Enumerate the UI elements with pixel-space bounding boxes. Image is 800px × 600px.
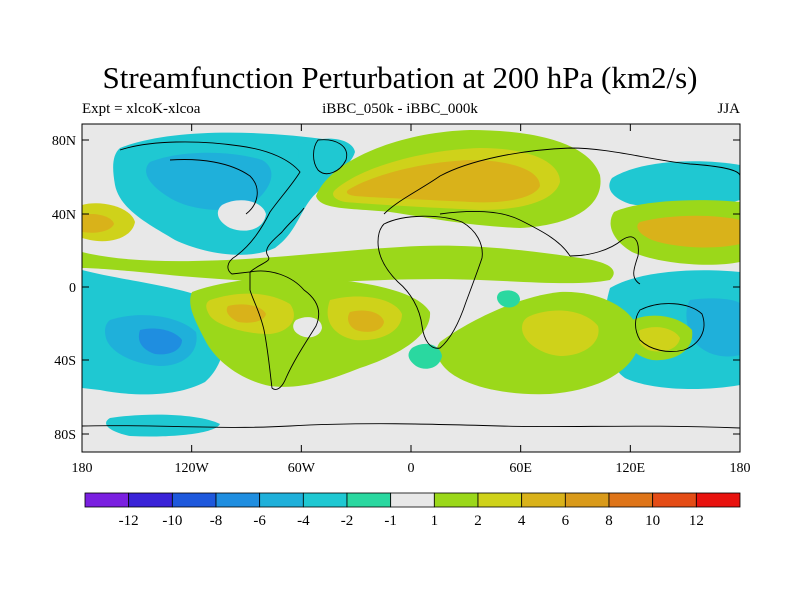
colorbar: -12 -10 -8 -6 -4 -2 -1 1 2 4 6 8 10 12 (84, 492, 741, 529)
coast-antarctica (82, 423, 740, 429)
colorbar-label: -10 (162, 513, 182, 529)
contour-na-hole (217, 200, 266, 231)
colorbar-swatch (564, 492, 610, 508)
contour-atl-core (348, 310, 384, 332)
contour-india-negative (497, 290, 520, 308)
colorbar-label: -1 (384, 513, 397, 529)
contour-tropical-band (82, 245, 614, 284)
contour-southern-negative (106, 414, 220, 437)
lat-tick-label: 80N (52, 134, 76, 149)
coast-north-america (119, 141, 305, 275)
colorbar-swatch (608, 492, 654, 508)
contour-sam-core (226, 304, 266, 323)
colorbar-label: -8 (210, 513, 223, 529)
lon-tick-label: 0 (408, 461, 415, 476)
colorbar-swatch (477, 492, 523, 508)
colorbar-label: -6 (253, 513, 266, 529)
lon-tick-label: 120W (175, 461, 210, 476)
lon-tick-label: 60E (509, 461, 532, 476)
lon-tick-label: 120E (616, 461, 646, 476)
lat-tick-label: 0 (69, 281, 76, 296)
colorbar-swatch (390, 492, 435, 508)
colorbar-swatch (84, 492, 130, 508)
colorbar-label: 8 (605, 513, 613, 529)
colorbar-label: -4 (297, 513, 310, 529)
lat-tick-label: 80S (54, 428, 76, 443)
colorbar-swatch (259, 492, 304, 508)
contour-east-negative (609, 161, 740, 209)
colorbar-label: 12 (689, 513, 704, 529)
colorbar-label: -12 (119, 513, 139, 529)
colorbar-label: 2 (474, 513, 482, 529)
lon-tick-label: 60W (288, 461, 316, 476)
contour-spac-core (138, 328, 182, 355)
chart-title: Streamfunction Perturbation at 200 hPa (… (102, 60, 698, 95)
coastlines (82, 139, 740, 429)
colorbar-swatch (346, 492, 392, 508)
contour-east-south-core (686, 298, 740, 357)
colorbar-swatch (695, 492, 741, 508)
lon-tick-label: 180 (730, 461, 751, 476)
coast-africa (377, 215, 483, 349)
colorbar-swatch (521, 492, 566, 508)
colorbar-swatch (128, 492, 173, 508)
coast-eurasia (383, 147, 740, 285)
contour-na-negative-inner (146, 152, 272, 210)
coast-australia (635, 303, 705, 352)
colorbar-swatch (215, 492, 261, 508)
colorbar-label: 10 (645, 513, 660, 529)
colorbar-swatch (433, 492, 479, 508)
coast-south-america (249, 270, 320, 390)
lon-tick-label: 180 (72, 461, 93, 476)
lat-tick-label: 40N (52, 208, 76, 223)
contour-indian-mid (522, 310, 599, 356)
colorbar-label: 1 (431, 513, 439, 529)
contour-fields (82, 130, 740, 437)
colorbar-label: -2 (341, 513, 354, 529)
contour-eurasia-core (346, 160, 540, 203)
contour-east-positive-core (637, 215, 740, 248)
lat-tick-label: 40S (54, 354, 76, 369)
colorbar-label: 4 (518, 513, 526, 529)
contour-greenland (298, 138, 355, 174)
coast-greenland (313, 139, 348, 174)
colorbar-label: 6 (562, 513, 570, 529)
contour-west-core (82, 214, 114, 233)
axis-ticks: 80N 40N 0 40S 80S 180 120W 60W 0 60E 120E 180 (52, 124, 751, 476)
colorbar-swatch (302, 492, 348, 508)
season-label: JJA (717, 101, 740, 117)
experiment-label: Expt = xlcoK-xlcoa (82, 101, 201, 117)
subtitle-center: iBBC_050k - iBBC_000k (322, 101, 478, 117)
colorbar-swatch (171, 492, 217, 508)
contour-sam-hole (293, 317, 322, 338)
contour-indian-negative (408, 343, 442, 369)
colorbar-swatch (652, 492, 697, 508)
